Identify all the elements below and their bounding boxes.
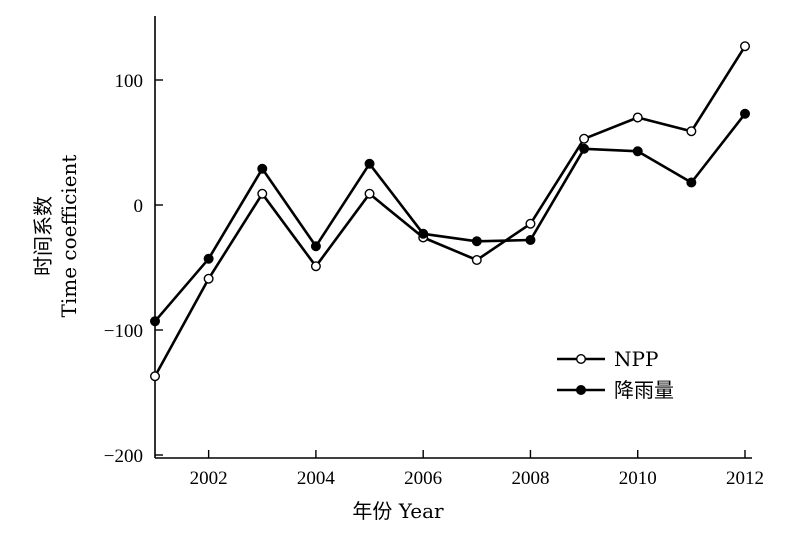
series-npp xyxy=(149,41,751,382)
data-point xyxy=(364,188,375,199)
data-point xyxy=(632,146,643,157)
data-point xyxy=(310,261,321,272)
data-point xyxy=(686,177,697,188)
data-point xyxy=(203,273,214,284)
legend-entry-rainfall: 降雨量 xyxy=(557,378,674,402)
data-point xyxy=(525,218,536,229)
data-point xyxy=(579,133,590,144)
data-point xyxy=(525,234,536,245)
data-point xyxy=(203,253,214,264)
y-ticks: −200 −100 0 100 xyxy=(104,71,163,467)
x-axis-title: 年份 Year xyxy=(352,499,444,523)
data-point xyxy=(471,236,482,247)
data-point xyxy=(149,371,160,382)
data-point xyxy=(310,241,321,252)
y-tick-label: −200 xyxy=(104,446,143,467)
series-line xyxy=(153,45,747,377)
legend-entry-npp: NPP xyxy=(557,347,658,371)
y-axis-title-cn: 时间系数 xyxy=(31,196,55,276)
data-point xyxy=(632,112,643,123)
data-point xyxy=(149,316,160,327)
y-tick-label: 100 xyxy=(115,71,144,92)
legend-marker-rainfall xyxy=(576,385,587,396)
legend-marker-npp xyxy=(576,354,587,365)
data-point xyxy=(686,126,697,137)
x-tick-label: 2012 xyxy=(726,468,764,489)
legend-label-npp: NPP xyxy=(614,347,658,371)
x-tick-label: 2006 xyxy=(404,468,442,489)
y-tick-label: −100 xyxy=(104,321,143,342)
y-axis-title: 时间系数 Time coefficient xyxy=(31,155,81,318)
x-tick-label: 2004 xyxy=(297,468,336,489)
data-point xyxy=(418,228,429,239)
x-tick-label: 2010 xyxy=(619,468,657,489)
data-point xyxy=(471,254,482,265)
data-point xyxy=(740,108,751,119)
series-line xyxy=(154,113,747,323)
series-layer xyxy=(149,41,751,382)
data-point xyxy=(579,143,590,154)
x-ticks: 2002 2004 2006 2008 2010 2012 xyxy=(190,450,764,489)
x-tick-label: 2002 xyxy=(190,468,228,489)
y-axis-title-en: Time coefficient xyxy=(57,155,81,318)
series-rainfall xyxy=(149,108,751,327)
y-tick-label: 0 xyxy=(134,196,144,217)
axes xyxy=(154,16,752,459)
data-point xyxy=(257,188,268,199)
x-tick-label: 2008 xyxy=(511,468,549,489)
data-point xyxy=(257,163,268,174)
legend-label-rainfall: 降雨量 xyxy=(614,378,674,402)
data-point xyxy=(364,158,375,169)
data-point xyxy=(740,41,751,52)
legend: NPP 降雨量 xyxy=(557,347,674,402)
